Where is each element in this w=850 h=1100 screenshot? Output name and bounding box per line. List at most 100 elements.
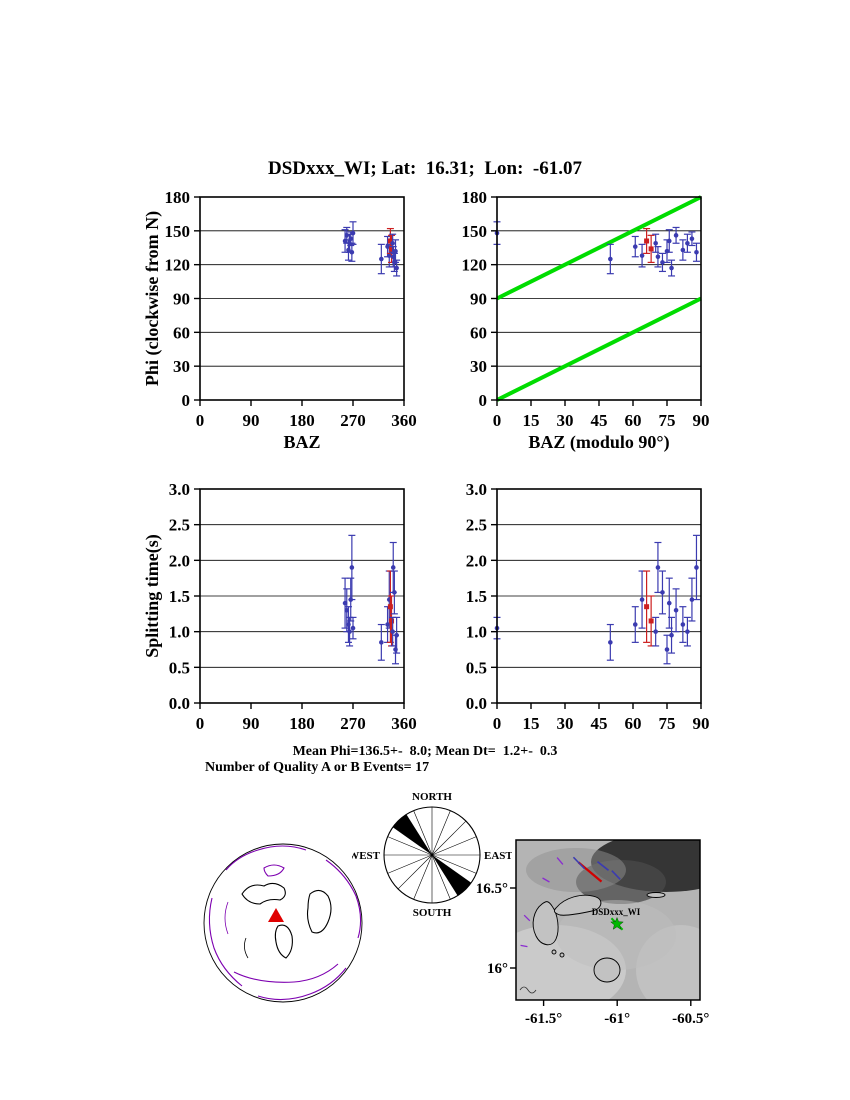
station-map-svg: DSDxxx_WI -61.5° -61° -60.5° 16.5° 16° (476, 839, 709, 1027)
data-point (389, 618, 395, 624)
rose-south-label: SOUTH (413, 907, 452, 919)
reference-line (496, 296, 702, 402)
data-point (350, 230, 356, 236)
station-map: DSDxxx_WI -61.5° -61° -60.5° 16.5° 16° (470, 835, 710, 1040)
data-point (632, 244, 638, 249)
data-point (348, 236, 354, 242)
data-points (341, 221, 401, 277)
chart-text: 60 (173, 323, 190, 342)
data-point (648, 246, 654, 252)
data-point (390, 565, 396, 570)
chart-text: 30 (557, 714, 574, 733)
data-point (393, 248, 398, 254)
data-point (664, 647, 670, 652)
chart-text: 0 (493, 714, 502, 733)
chart-phi-vs-baz-mod90: 0 15 30 45 60 75 90 0 30 60 90 120 150 180 BAZ (modulo… (417, 180, 717, 463)
rose-diagram: NORTH SOUTH EAST WEST (348, 788, 513, 925)
chart-text: 0 (196, 714, 205, 733)
data-point (644, 238, 650, 244)
chart-text: 0.5 (466, 658, 487, 677)
data-point (639, 597, 645, 602)
chart-text: 45 (591, 714, 608, 733)
chart-text: 0 (196, 411, 205, 430)
data-point (694, 565, 699, 570)
station-label: DSDxxx_WI (592, 907, 641, 917)
globe-svg (203, 843, 363, 1003)
chart-text: 360 (391, 714, 417, 733)
rose-circle (383, 806, 481, 904)
chart-text: 1.5 (466, 587, 487, 606)
chart-text: 90 (693, 411, 710, 430)
station-star-icon (610, 916, 624, 931)
gridlines (200, 230, 404, 367)
data-point (669, 632, 674, 638)
splitting-vector-segments (520, 856, 621, 948)
data-point (685, 629, 690, 634)
chart-text: 90 (243, 411, 260, 430)
data-point (680, 247, 686, 253)
splitting-segment (611, 870, 621, 880)
chart-text: 0.5 (169, 658, 190, 677)
chart-text: 0 (479, 391, 488, 410)
data-point (350, 625, 356, 631)
chart-text: 180 (289, 714, 315, 733)
chart-text: -61.5° (525, 1011, 562, 1027)
chart-text: 3.0 (466, 480, 487, 499)
globe-map (198, 838, 368, 1013)
chart-text: 90 (173, 290, 190, 309)
data-point (390, 240, 395, 246)
rose-svg: NORTH SOUTH EAST WEST (348, 791, 513, 919)
rose-petals (392, 814, 472, 896)
chart-text: Phi (clockwise from N) (142, 211, 163, 386)
data-point (386, 253, 392, 258)
chart-phi-vs-baz: 0 90 180 270 360 0 30 60 90 120 150 180 BAZ Phi (cloc… (120, 180, 420, 463)
data-point (655, 565, 661, 570)
data-point (689, 236, 695, 242)
chart-svg-phi-vs-baz-mod90: 0 15 30 45 60 75 90 0 30 60 90 120 150 180 BAZ (modulo… (462, 188, 710, 453)
map-scale-mark (519, 986, 537, 994)
station-triangle-icon (268, 908, 284, 922)
chart-text: 270 (340, 411, 366, 430)
event-count-text: Number of Quality A or B Events= 17 (205, 760, 430, 775)
data-point (389, 246, 395, 252)
chart-text: 180 (289, 411, 315, 430)
data-point (349, 249, 355, 255)
chart-text: 16° (487, 961, 508, 977)
data-point (379, 640, 384, 645)
chart-text: -61° (604, 1011, 630, 1027)
gridlines (200, 524, 404, 668)
chart-text: 90 (470, 290, 487, 309)
chart-text: 90 (243, 714, 260, 733)
data-point (644, 604, 650, 610)
data-point (655, 254, 661, 260)
rose-west-label: WEST (352, 850, 381, 862)
chart-text: 2.0 (466, 551, 487, 570)
gridlines (497, 230, 701, 367)
data-point (664, 248, 670, 254)
chart-text: 2.0 (169, 551, 190, 570)
chart-text: 30 (557, 411, 574, 430)
data-point (394, 265, 399, 271)
axis-ticks: 0 15 30 45 60 75 90 0.0 0.5 1.0 1.5 2.0 2.5 3.0 (466, 480, 710, 733)
axis-ticks: 0 90 180 270 360 0 30 60 90 120 150 180 (165, 188, 417, 430)
data-points (493, 534, 700, 665)
data-point (694, 249, 699, 255)
data-point (387, 238, 393, 244)
chart-text: 16.5° (476, 881, 508, 897)
data-point (392, 590, 397, 595)
chart-text: 30 (470, 357, 487, 376)
chart-text: 180 (165, 188, 191, 207)
chart-text: 1.0 (169, 623, 190, 642)
chart-text: 0 (493, 411, 502, 430)
reference-line (496, 195, 702, 301)
chart-text: 60 (470, 323, 487, 342)
chart-text: 270 (340, 714, 366, 733)
mean-statistics-text: Mean Phi=136.5+- 8.0; Mean Dt= 1.2+- 0.3 (292, 744, 558, 759)
chart-text: 60 (625, 714, 642, 733)
chart-text: 2.5 (466, 516, 487, 535)
chart-text: 120 (462, 256, 488, 275)
data-point (666, 600, 672, 606)
rose-east-label: EAST (484, 850, 512, 862)
data-point (653, 629, 658, 634)
